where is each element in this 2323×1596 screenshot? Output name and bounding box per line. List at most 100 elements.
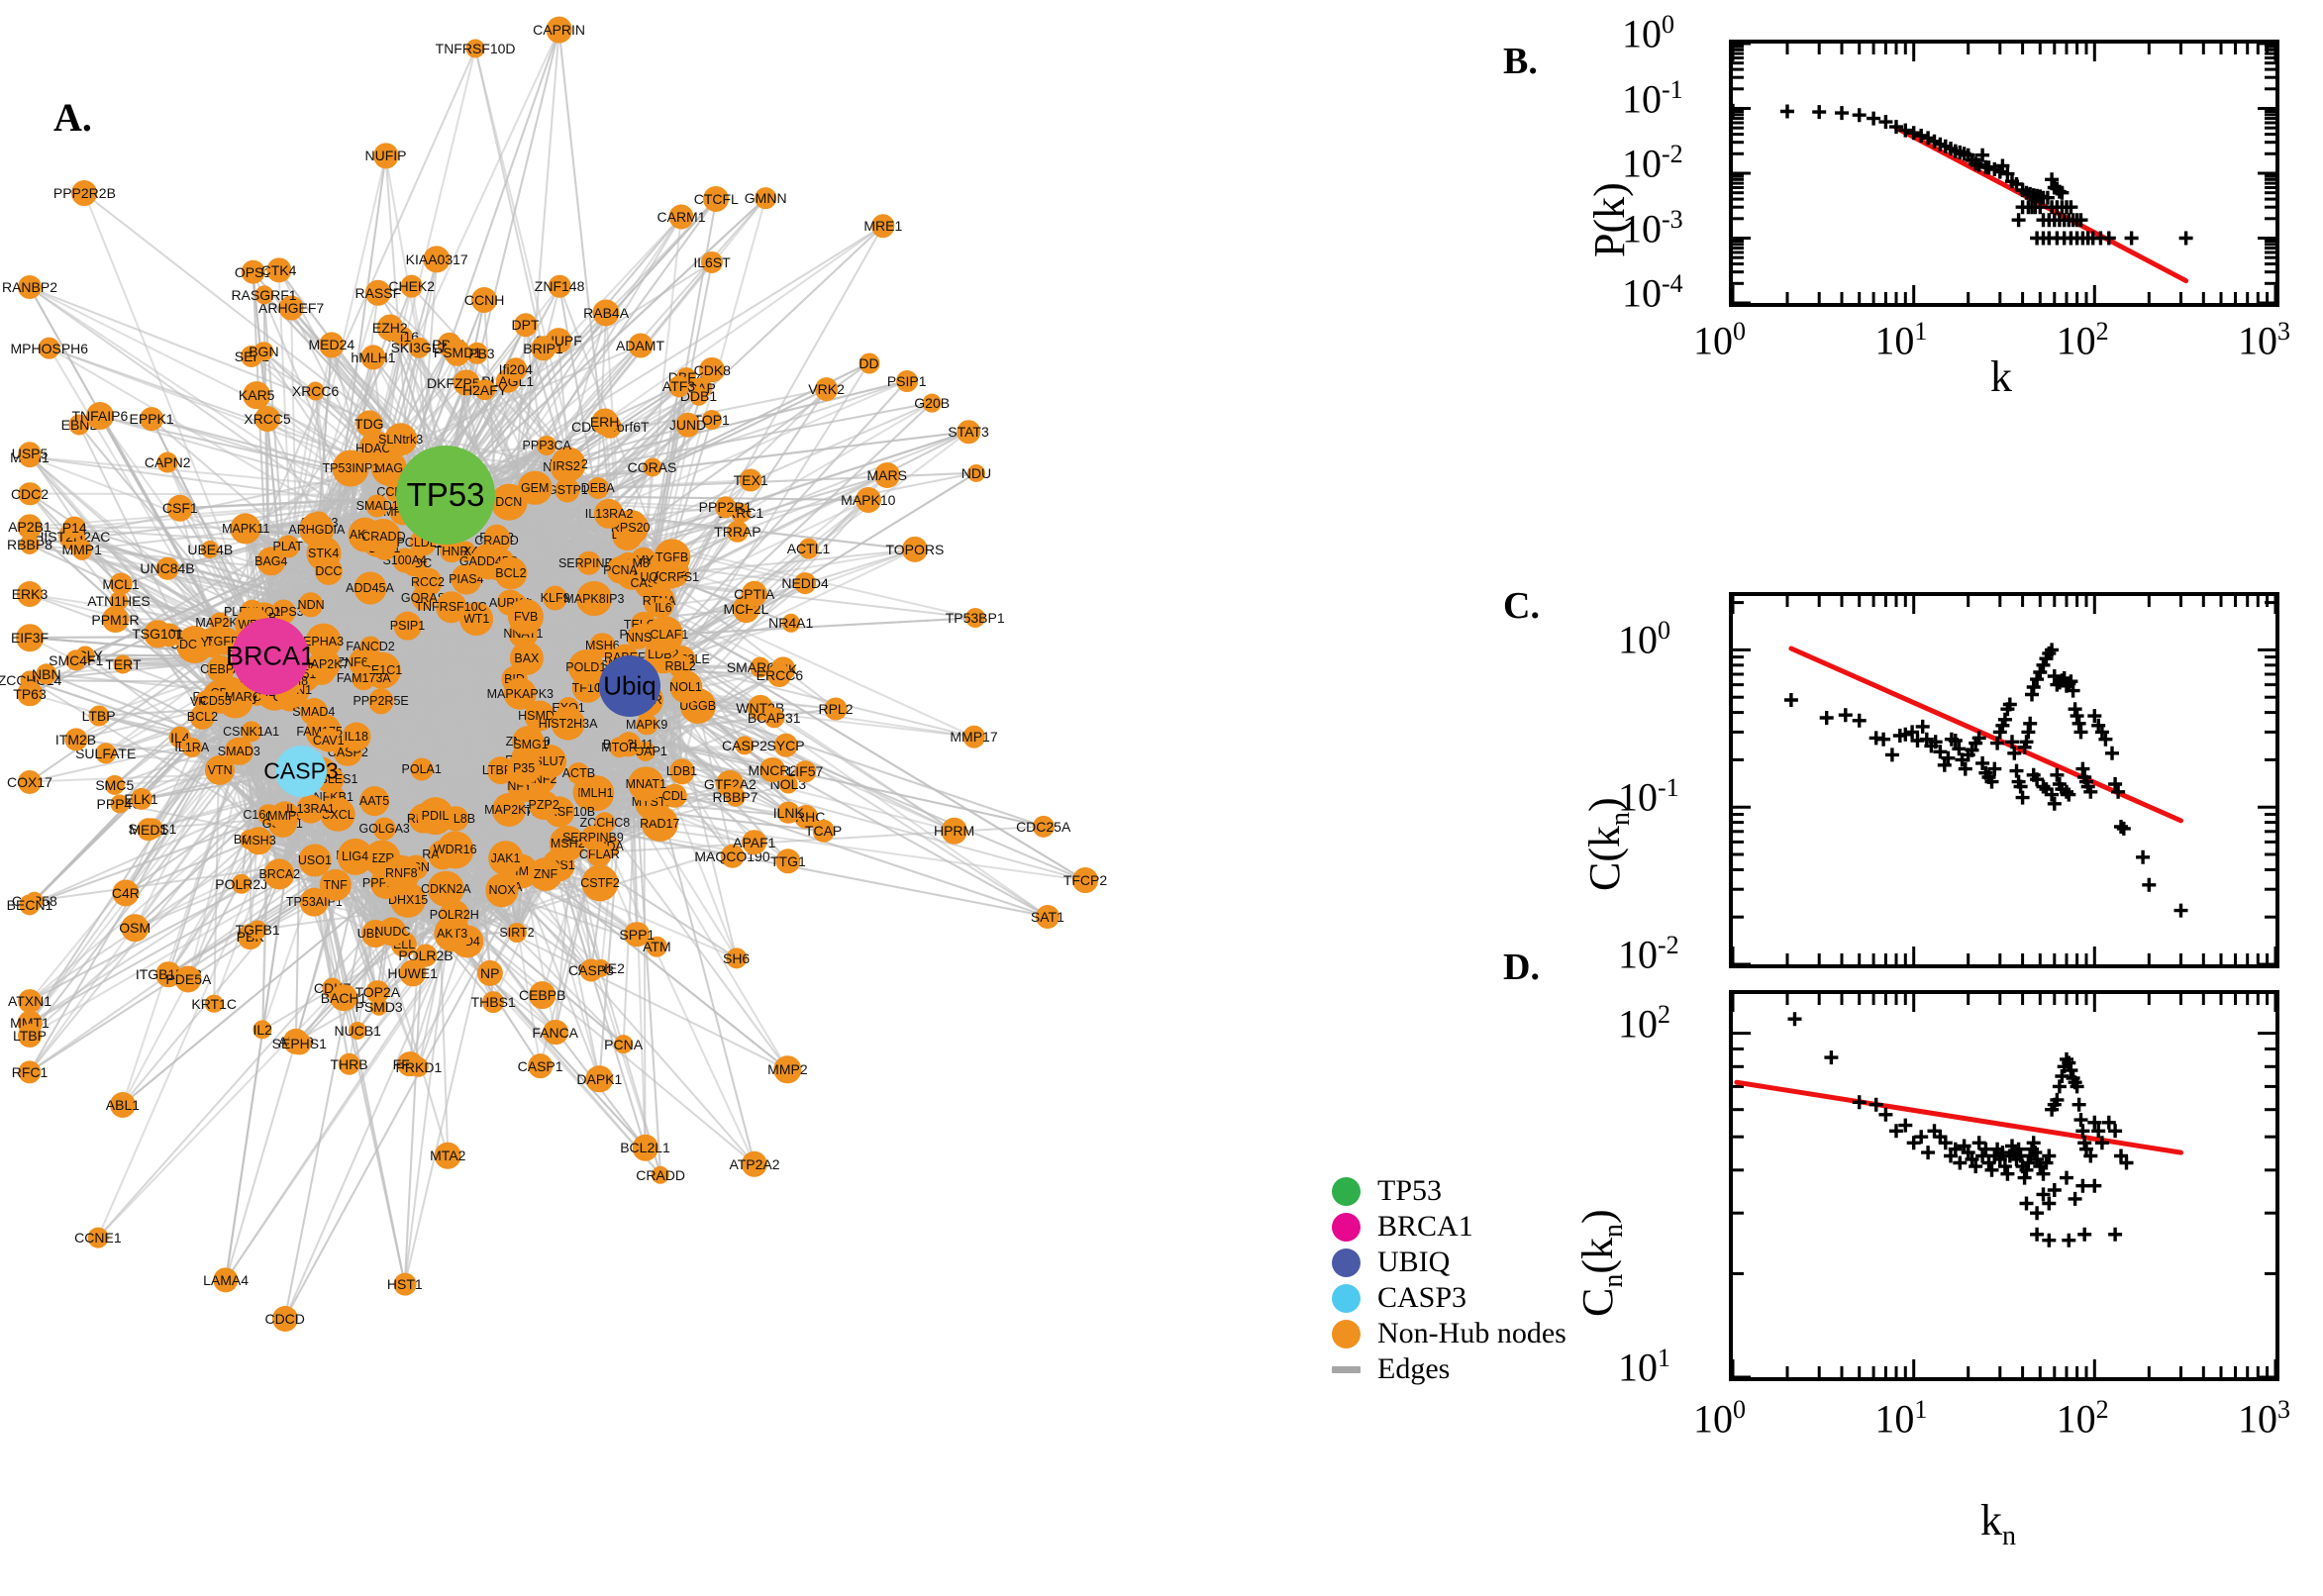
network-node[interactable] bbox=[109, 1091, 136, 1118]
network-node[interactable] bbox=[181, 737, 202, 757]
network-node[interactable] bbox=[824, 697, 848, 721]
network-node[interactable] bbox=[17, 680, 43, 707]
network-node[interactable] bbox=[763, 707, 785, 729]
network-node[interactable] bbox=[1032, 815, 1055, 838]
network-node[interactable] bbox=[231, 873, 252, 894]
network-node[interactable] bbox=[636, 714, 657, 736]
network-node[interactable] bbox=[230, 513, 261, 545]
network-node[interactable] bbox=[504, 677, 537, 711]
network-node[interactable] bbox=[410, 757, 434, 781]
network-node[interactable] bbox=[349, 1021, 367, 1040]
network-node[interactable] bbox=[383, 855, 420, 892]
network-node[interactable] bbox=[608, 736, 631, 758]
network-node[interactable] bbox=[901, 537, 928, 563]
network-node[interactable] bbox=[567, 762, 590, 784]
network-node[interactable] bbox=[85, 402, 114, 431]
network-node[interactable] bbox=[567, 649, 604, 686]
network-node[interactable] bbox=[359, 636, 381, 656]
hub-node-ubiq[interactable] bbox=[599, 655, 660, 717]
network-node[interactable] bbox=[494, 556, 528, 590]
network-node[interactable] bbox=[254, 406, 280, 433]
network-node[interactable] bbox=[465, 342, 488, 365]
network-node[interactable] bbox=[248, 920, 267, 940]
network-node[interactable] bbox=[576, 550, 602, 575]
network-node[interactable] bbox=[635, 741, 656, 761]
network-node[interactable] bbox=[428, 870, 464, 907]
network-node[interactable] bbox=[508, 599, 545, 636]
network-node[interactable] bbox=[592, 299, 620, 327]
network-node[interactable] bbox=[360, 345, 386, 370]
network-node[interactable] bbox=[204, 754, 236, 786]
network-node[interactable] bbox=[941, 818, 967, 845]
network-node[interactable] bbox=[575, 580, 612, 617]
network-node[interactable] bbox=[296, 794, 325, 824]
network-node[interactable] bbox=[546, 16, 572, 44]
network-node[interactable] bbox=[320, 797, 355, 833]
network-node[interactable] bbox=[400, 275, 424, 298]
network-node[interactable] bbox=[36, 663, 57, 685]
network-node[interactable] bbox=[352, 666, 376, 690]
network-node[interactable] bbox=[71, 180, 98, 207]
network-node[interactable] bbox=[509, 641, 544, 675]
network-node[interactable] bbox=[593, 498, 625, 529]
network-node[interactable] bbox=[308, 648, 342, 680]
network-node[interactable] bbox=[873, 461, 900, 488]
network-node[interactable] bbox=[94, 743, 117, 764]
network-node[interactable] bbox=[342, 722, 371, 751]
network-node[interactable] bbox=[376, 314, 404, 342]
network-node[interactable] bbox=[653, 597, 674, 619]
network-node[interactable] bbox=[17, 769, 43, 794]
network-node[interactable] bbox=[812, 820, 835, 843]
network-node[interactable] bbox=[814, 377, 839, 401]
network-node[interactable] bbox=[65, 649, 87, 671]
network-node[interactable] bbox=[408, 337, 430, 358]
network-node[interactable] bbox=[627, 333, 654, 358]
network-node[interactable] bbox=[411, 585, 436, 611]
network-node[interactable] bbox=[337, 839, 373, 875]
hub-node-tp53[interactable] bbox=[396, 446, 495, 545]
network-node[interactable] bbox=[741, 1150, 768, 1177]
network-node[interactable] bbox=[71, 540, 92, 560]
network-node[interactable] bbox=[19, 535, 41, 555]
network-node[interactable] bbox=[714, 496, 737, 519]
network-node[interactable] bbox=[245, 827, 272, 855]
network-node[interactable] bbox=[966, 463, 985, 482]
network-node[interactable] bbox=[16, 581, 44, 608]
legend-item[interactable]: UBIQ bbox=[1332, 1245, 1566, 1280]
network-node[interactable] bbox=[332, 449, 369, 487]
network-node[interactable] bbox=[767, 662, 792, 687]
network-node[interactable] bbox=[240, 721, 262, 743]
network-node[interactable] bbox=[773, 1055, 802, 1083]
network-node[interactable] bbox=[408, 1056, 430, 1077]
network-node[interactable] bbox=[515, 730, 547, 760]
network-node[interactable] bbox=[18, 989, 42, 1013]
network-node[interactable] bbox=[668, 758, 695, 785]
network-node[interactable] bbox=[731, 502, 752, 523]
hub-node-casp3[interactable] bbox=[275, 746, 327, 797]
network-node[interactable] bbox=[794, 572, 816, 595]
network-node[interactable] bbox=[580, 825, 606, 850]
network-node[interactable] bbox=[252, 1020, 272, 1040]
legend-item[interactable]: TP53 bbox=[1332, 1173, 1566, 1209]
network-node[interactable] bbox=[104, 774, 125, 795]
network-node[interactable] bbox=[101, 605, 130, 634]
network-node[interactable] bbox=[777, 801, 800, 824]
network-node[interactable] bbox=[265, 256, 292, 283]
network-node[interactable] bbox=[628, 766, 663, 802]
network-node[interactable] bbox=[365, 519, 402, 555]
network-node[interactable] bbox=[377, 917, 407, 947]
network-node[interactable] bbox=[204, 690, 227, 712]
network-node[interactable] bbox=[699, 356, 726, 383]
network-node[interactable] bbox=[675, 412, 700, 438]
network-node[interactable] bbox=[739, 468, 762, 492]
network-node[interactable] bbox=[271, 1306, 298, 1333]
network-node[interactable] bbox=[528, 981, 556, 1009]
network-node[interactable] bbox=[962, 725, 985, 748]
network-node[interactable] bbox=[1072, 867, 1098, 894]
network-node[interactable] bbox=[725, 786, 746, 807]
network-node[interactable] bbox=[435, 1142, 461, 1169]
network-node[interactable] bbox=[437, 831, 474, 868]
network-node[interactable] bbox=[689, 386, 708, 406]
network-node[interactable] bbox=[276, 535, 300, 558]
network-node[interactable] bbox=[487, 840, 524, 876]
